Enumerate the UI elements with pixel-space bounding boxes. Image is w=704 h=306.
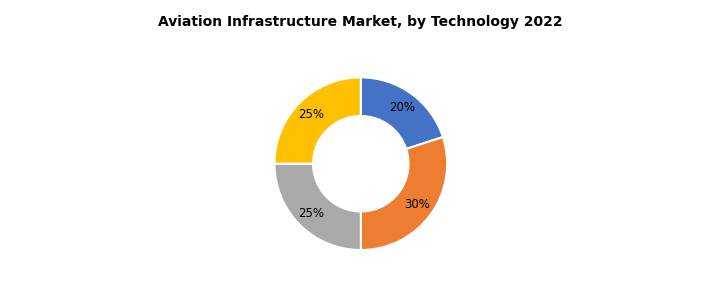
Wedge shape <box>275 77 361 164</box>
Wedge shape <box>360 77 443 149</box>
Text: 20%: 20% <box>389 101 415 114</box>
Text: 25%: 25% <box>298 207 325 220</box>
Text: 25%: 25% <box>298 108 325 121</box>
Wedge shape <box>275 164 360 250</box>
Text: 30%: 30% <box>405 198 430 211</box>
Title: Aviation Infrastructure Market, by Technology 2022: Aviation Infrastructure Market, by Techn… <box>158 15 563 28</box>
Wedge shape <box>360 137 447 250</box>
